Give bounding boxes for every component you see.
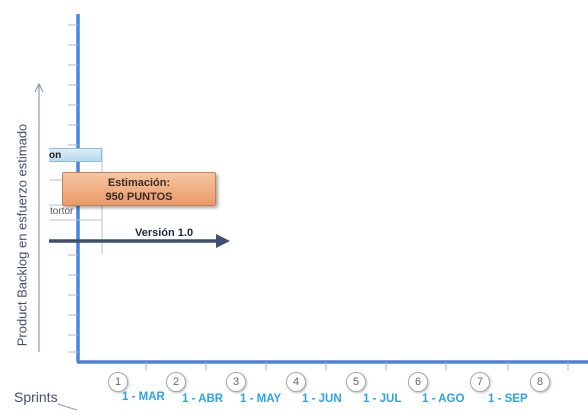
release-arrow-head [216, 234, 230, 248]
sprint-circle-4: 4 [286, 372, 306, 392]
sprint-circle-8: 8 [530, 372, 550, 392]
sprint-date-5: 1 - JUL [363, 393, 402, 405]
sprint-circle-2: 2 [166, 372, 186, 392]
x-axis-ticks [145, 362, 569, 371]
estimate-value: 950 PUNTOS [105, 191, 173, 203]
backlog-row-text: tortor [50, 206, 74, 217]
sprint-circle-6: 6 [408, 372, 428, 392]
sprint-circle-3: 3 [226, 372, 246, 392]
version-label: Versión 1.0 [135, 227, 194, 239]
y-axis-label: Product Backlog en esfuerzo estimado [14, 123, 30, 347]
y-axis-arrow-head [34, 82, 44, 93]
backlog-header-text: on [49, 150, 62, 161]
sprint-date-3: 1 - MAY [240, 393, 282, 405]
y-axis-ticks [68, 24, 78, 353]
x-axis-arrow [57, 403, 78, 411]
sprint-circle-1: 1 [108, 372, 128, 392]
x-axis-label: Sprints [14, 389, 58, 405]
backlog-header: on [49, 148, 102, 162]
estimate-title: Estimación: [107, 177, 171, 189]
sprint-date-6: 1 - AGO [422, 393, 465, 405]
sprint-circle-5: 5 [346, 372, 366, 392]
sprint-circle-7: 7 [470, 372, 490, 392]
sprint-date-4: 1 - JUN [302, 393, 342, 405]
estimate-box: Estimación: 950 PUNTOS [62, 172, 216, 206]
sprint-date-2: 1 - ABR [182, 393, 224, 405]
sprint-date-1: 1 - MAR [122, 391, 165, 403]
sprint-date-7: 1 - SEP [488, 393, 528, 405]
